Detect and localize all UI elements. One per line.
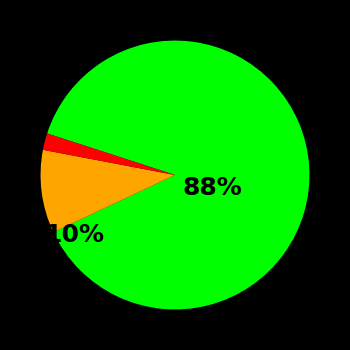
Text: 10%: 10%: [44, 224, 104, 247]
Wedge shape: [47, 41, 309, 309]
Wedge shape: [41, 150, 175, 232]
Text: 88%: 88%: [183, 176, 243, 201]
Wedge shape: [43, 133, 175, 175]
